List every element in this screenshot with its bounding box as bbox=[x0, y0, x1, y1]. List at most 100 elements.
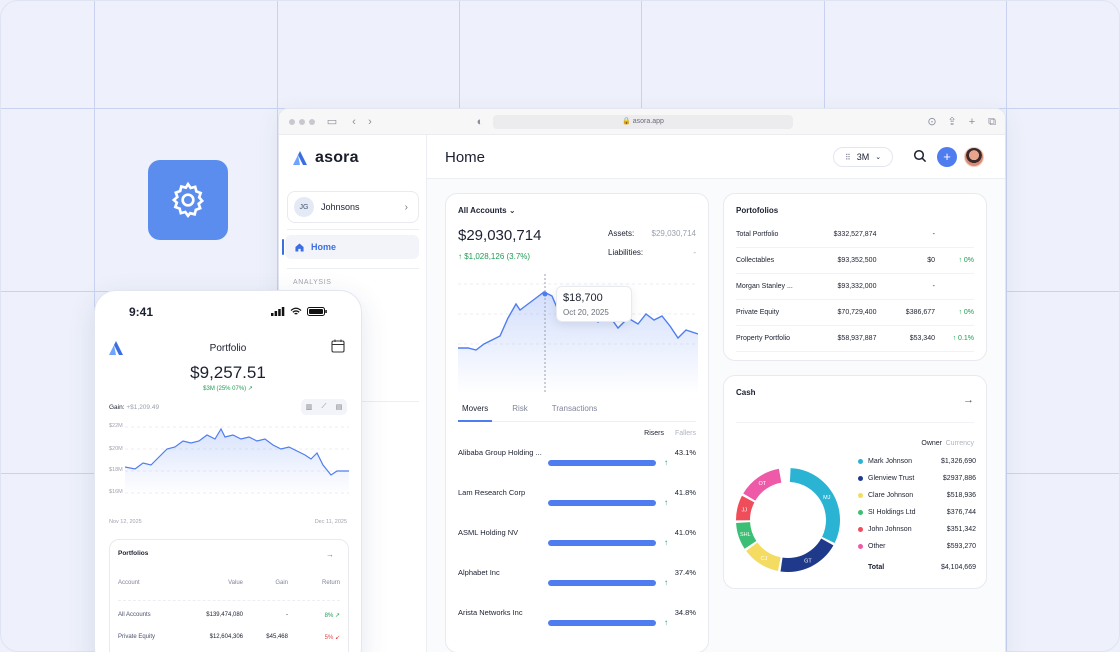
legend-dot bbox=[858, 527, 863, 532]
accounts-selector[interactable]: All Accounts ⌄ bbox=[458, 206, 516, 215]
legend-dot-spacer bbox=[858, 565, 863, 570]
portfolio-gain: - bbox=[932, 283, 935, 290]
mover-bar bbox=[548, 620, 656, 626]
row-return: 5% ↙ bbox=[324, 635, 340, 641]
user-avatar[interactable] bbox=[964, 147, 984, 167]
url-text: asora.app bbox=[632, 118, 664, 125]
tab-movers[interactable]: Movers bbox=[458, 404, 493, 422]
mover-row[interactable]: Arista Networks Inc ↑ 34.8% bbox=[458, 608, 696, 638]
add-button[interactable]: + bbox=[937, 147, 957, 167]
accounts-card: All Accounts ⌄ $29,030,714 ↑ $1,028,126 … bbox=[445, 193, 709, 652]
donut-slice[interactable] bbox=[746, 542, 781, 572]
col-return: Return bbox=[321, 580, 340, 586]
legend-dot bbox=[858, 510, 863, 515]
chevron-right-icon: › bbox=[404, 201, 408, 213]
download-icon[interactable]: ⊙ bbox=[927, 116, 937, 128]
portfolios-title: Portofolios bbox=[736, 206, 779, 215]
portfolio-gain: - bbox=[932, 231, 935, 238]
window-controls[interactable] bbox=[289, 119, 315, 125]
donut-label: GT bbox=[804, 558, 812, 564]
address-bar[interactable]: 🔒 asora.app bbox=[493, 115, 793, 129]
calendar-icon[interactable] bbox=[331, 339, 345, 353]
donut-slice[interactable] bbox=[743, 468, 782, 501]
donut-slice[interactable] bbox=[736, 495, 755, 521]
mover-row[interactable]: ASML Holding NV ↑ 41.0% bbox=[458, 528, 696, 558]
portfolio-row[interactable]: Property Portfolio $58,937,887 $53,340 ↑ 0.… bbox=[736, 326, 974, 352]
arrow-up-icon: ↑ bbox=[664, 458, 668, 467]
portfolio-row[interactable]: Private Equity $70,729,400 $386,677 ↑ 0% bbox=[736, 300, 974, 326]
logo[interactable]: asora bbox=[293, 149, 359, 167]
chart-type-switch[interactable]: ▥ ⟋ ▤ bbox=[301, 399, 347, 415]
col-account: Account bbox=[118, 580, 140, 586]
donut-slice[interactable] bbox=[789, 468, 840, 544]
page-title: Home bbox=[445, 149, 486, 166]
owner-toggle[interactable]: Owner bbox=[921, 440, 942, 447]
sidebar-toggle-icon[interactable]: ▭ bbox=[326, 116, 338, 128]
currency-toggle[interactable]: Currency bbox=[945, 440, 974, 447]
mover-percent: 43.1% bbox=[674, 448, 696, 457]
phone-table-row[interactable]: Private Equity $12,604,306 $45,468 5% ↙ bbox=[118, 634, 340, 641]
cash-legend-row[interactable]: John Johnson $351,342 bbox=[858, 526, 976, 533]
balance-delta: ↑ $1,028,126 (3.7%) bbox=[458, 252, 531, 261]
mover-name: ASML Holding NV bbox=[458, 528, 519, 537]
tab-transactions[interactable]: Transactions bbox=[551, 404, 598, 413]
nav-home-label: Home bbox=[311, 242, 337, 252]
mover-row[interactable]: Lam Research Corp ↑ 41.8% bbox=[458, 488, 696, 518]
account-switcher[interactable]: JG Johnsons › bbox=[287, 191, 419, 223]
phone-chart[interactable] bbox=[125, 425, 349, 495]
mover-name: Alphabet Inc bbox=[458, 568, 500, 577]
share-icon[interactable]: ⇪ bbox=[947, 116, 957, 128]
portfolio-row[interactable]: Morgan Stanley ... $93,332,000 - bbox=[736, 274, 974, 300]
phone-table-header: Account Value Gain Return bbox=[118, 580, 340, 586]
row-value: $139,474,080 bbox=[206, 612, 243, 618]
cash-legend-row[interactable]: Glenview Trust $2937,886 bbox=[858, 475, 976, 482]
browser-window: ▭ ‹ › ◐ 🔒 asora.app ⊙ ⇪ + ⧉ asora JG Joh… bbox=[278, 108, 1006, 652]
cash-legend-row[interactable]: Other $593,270 bbox=[858, 543, 976, 550]
fallers-toggle[interactable]: Fallers bbox=[674, 430, 696, 437]
legend-dot bbox=[858, 459, 863, 464]
mover-row[interactable]: Alibaba Group Holding ... ↑ 43.1% bbox=[458, 448, 696, 478]
tab-risk[interactable]: Risk bbox=[512, 404, 528, 413]
cash-legend-row[interactable]: Clare Johnson $518,936 bbox=[858, 492, 976, 499]
donut-slice[interactable] bbox=[780, 538, 834, 572]
portfolio-value: $93,352,500 bbox=[837, 257, 877, 264]
top-bar: Home ⠿ 3M ⌄ + bbox=[427, 135, 1005, 179]
cash-legend-row[interactable]: SI Holdings Ltd $376,744 bbox=[858, 509, 976, 516]
table-icon[interactable]: ▤ bbox=[335, 404, 343, 411]
y-tick: $20M bbox=[109, 446, 123, 452]
arrow-up-icon: ↑ bbox=[664, 618, 668, 627]
status-icons bbox=[271, 307, 327, 316]
new-tab-icon[interactable]: + bbox=[968, 116, 976, 128]
nav-item-home[interactable]: Home bbox=[282, 235, 419, 259]
portfolio-row[interactable]: Collectables $93,352,500 $0 ↑ 0% bbox=[736, 248, 974, 274]
search-icon[interactable] bbox=[913, 149, 927, 163]
risers-toggle[interactable]: Risers bbox=[644, 430, 664, 437]
home-icon bbox=[295, 242, 304, 252]
line-chart-icon[interactable]: ⟋ bbox=[321, 403, 327, 410]
donut-label: OT bbox=[759, 481, 767, 487]
portfolio-row[interactable]: Total Portfolio $332,527,874 - bbox=[736, 222, 974, 248]
status-time: 9:41 bbox=[129, 305, 154, 319]
shield-icon[interactable]: ◐ bbox=[476, 116, 484, 128]
portfolio-return: ↑ 0% bbox=[958, 257, 975, 264]
settings-tile[interactable] bbox=[148, 160, 228, 240]
portfolio-name: Property Portfolio bbox=[736, 335, 791, 342]
bar-chart-icon[interactable]: ▥ bbox=[305, 404, 313, 411]
forward-icon[interactable]: › bbox=[368, 116, 372, 128]
donut-slice[interactable] bbox=[736, 522, 757, 549]
phone-table-row[interactable]: All Accounts $139,474,080 - 8% ↗ bbox=[118, 612, 340, 619]
arrow-right-icon[interactable]: → bbox=[326, 550, 334, 559]
chart-area bbox=[458, 292, 698, 394]
period-selector[interactable]: ⠿ 3M ⌄ bbox=[833, 147, 893, 167]
arrow-right-icon[interactable]: → bbox=[963, 394, 974, 406]
chevron-down-icon: ⌄ bbox=[508, 206, 516, 215]
mover-row[interactable]: Alphabet Inc ↑ 37.4% bbox=[458, 568, 696, 598]
logo-text: asora bbox=[315, 149, 359, 166]
phone-portfolios-card: Portfolios → Account Value Gain Return A… bbox=[109, 539, 349, 652]
mover-bar bbox=[548, 540, 656, 546]
cash-donut-chart[interactable]: MJ GT CJ SHL JJ OT bbox=[732, 464, 844, 576]
cash-legend-row[interactable]: Mark Johnson $1,326,690 bbox=[858, 458, 976, 465]
back-icon[interactable]: ‹ bbox=[352, 116, 356, 128]
owner-value: $593,270 bbox=[946, 543, 976, 550]
tabs-icon[interactable]: ⧉ bbox=[988, 116, 996, 128]
